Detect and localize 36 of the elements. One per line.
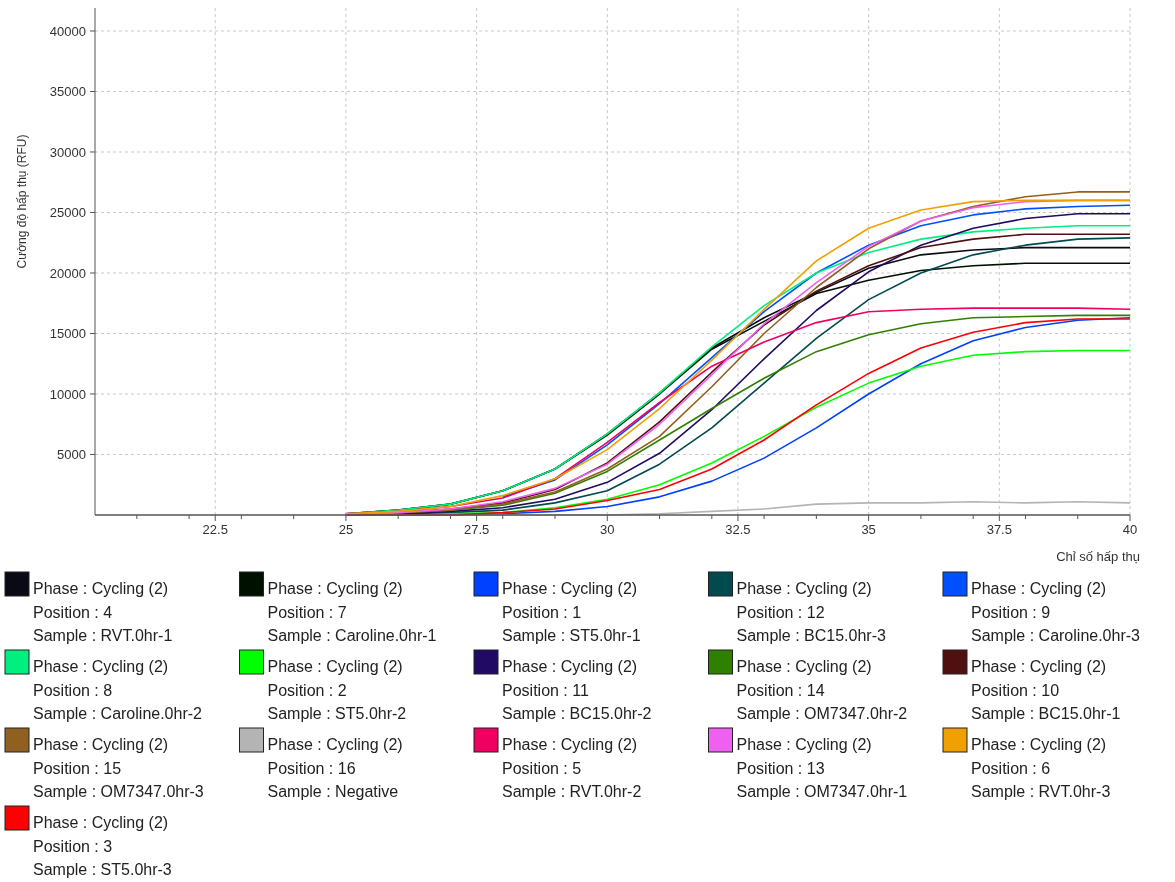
y-tick-label: 10000 [49, 387, 86, 402]
line-series [449, 349, 1131, 515]
x-tick-label: 27.5 [463, 522, 490, 537]
legend-label: Phase : Cycling (2) Position : 16 Sample : Negative [267, 736, 403, 800]
x-tick-label: 32.5 [725, 522, 751, 537]
legend-label: Phase : Cycling (2) Position : 6 Sample : RVT.0hr-3 [971, 736, 1111, 800]
x-tick-label: 40 [1122, 522, 1138, 537]
x-tick-label: 25 [338, 522, 354, 537]
y-tick-label: 20000 [49, 266, 86, 281]
x-tick-label: 37.5 [986, 522, 1012, 537]
line-series [501, 204, 1131, 498]
y-tick-label: 30000 [49, 144, 86, 160]
x-tick-label: 30 [600, 522, 615, 537]
y-tick-label: 35000 [49, 84, 86, 100]
y-tick-label: 25000 [49, 205, 86, 221]
legend-label: Phase : Cycling (2) Position : 13 Sample : OM7347.0hr-1 [736, 736, 908, 800]
legend-label: Phase : Cycling (2) Position : 12 Sample : BC15.0hr-3 [736, 580, 887, 644]
legend-label: Phase : Cycling (2) Position : 11 Sample : BC15.0hr-2 [502, 658, 652, 722]
legend-label: Phase : Cycling (2) Position : 9 Sample : Caroline.0hr-3 [971, 580, 1141, 644]
x-tick-label: 22.5 [202, 522, 228, 537]
legend-label: Phase : Cycling (2) Position : 1 Sample : ST5.0hr-1 [502, 580, 641, 644]
legend-label: Phase : Cycling (2) Position : 4 Sample : RVT.0hr-1 [33, 580, 173, 644]
legend-label: Phase : Cycling (2) Position : 7 Sample : Caroline.0hr-1 [267, 580, 437, 644]
legend-label: Phase : Cycling (2) Position : 10 Sample : BC15.0hr-1 [971, 658, 1121, 722]
legend-label: Phase : Cycling (2) Position : 8 Sample : Caroline.0hr-2 [33, 658, 203, 722]
legend-label: Phase : Cycling (2) Position : 14 Sample : OM7347.0hr-2 [736, 658, 908, 722]
legend-label: Phase : Cycling (2) Position : 5 Sample : RVT.0hr-2 [502, 736, 642, 800]
y-tick-label: 5000 [57, 447, 86, 463]
x-tick-label: 35 [861, 522, 876, 537]
legend-label: Phase : Cycling (2) Position : 15 Sample : OM7347.0hr-3 [33, 736, 204, 800]
legend-label: Phase : Cycling (2) Position : 3 Sample : ST5.0hr-3 [33, 814, 172, 878]
y-tick-label: 40000 [49, 23, 86, 39]
x-axis-title: Chỉ số hấp thụ [1056, 549, 1140, 564]
y-tick-label: 15000 [49, 326, 86, 342]
y-axis-title: Cường độ hấp thụ (RFU) [15, 134, 29, 269]
legend-label: Phase : Cycling (2) Position : 2 Sample : ST5.0hr-2 [267, 658, 407, 722]
